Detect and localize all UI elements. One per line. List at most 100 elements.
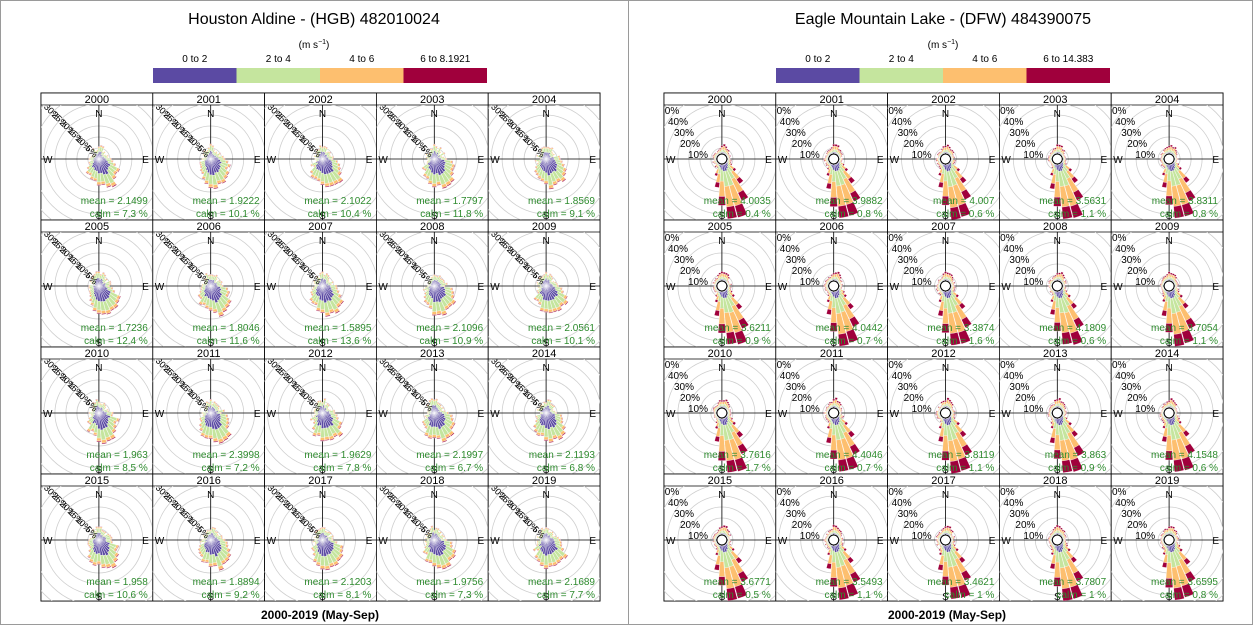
petal-segment	[336, 541, 338, 544]
ring-label: 30%	[674, 128, 694, 139]
petal-segment	[552, 436, 558, 440]
panel-plot-area: 0%40%30%20%10%	[775, 232, 888, 347]
calm-label: calm = 8.1 %	[313, 590, 371, 601]
petal-segment	[207, 274, 210, 276]
ring-label: 30%	[786, 255, 806, 266]
petal-segment	[1165, 195, 1173, 205]
petal-segment	[91, 155, 93, 158]
petal-segment	[559, 155, 561, 158]
petal-segment	[338, 172, 342, 176]
compass-n-label: N	[542, 490, 549, 501]
petal-segment	[102, 272, 106, 274]
compass-w-label: W	[155, 536, 165, 547]
petal-segment	[536, 163, 539, 165]
compass-n-label: N	[1054, 236, 1061, 247]
compass-n-label: N	[95, 236, 102, 247]
petal-segment	[320, 300, 325, 310]
petal-segment	[718, 148, 722, 150]
petal-segment	[226, 544, 229, 548]
petal-segment	[218, 567, 225, 571]
petal-segment	[313, 303, 318, 306]
panel-year-label: 2001	[819, 94, 843, 106]
petal-segment	[730, 163, 733, 166]
petal-segment	[215, 151, 218, 154]
petal-segment	[712, 286, 714, 289]
legend-label-4: 6 to 14.383	[1043, 54, 1093, 65]
petal-segment	[451, 544, 454, 549]
ring-label: 20%	[1127, 266, 1147, 277]
petal-segment	[448, 557, 453, 562]
petal-segment	[714, 299, 719, 303]
petal-segment	[936, 285, 939, 287]
petal-segment	[735, 302, 743, 310]
petal-segment	[95, 526, 98, 528]
calm-label: calm = 7.3 %	[425, 590, 483, 601]
petal-segment	[1175, 155, 1178, 158]
petal-segment	[1056, 149, 1059, 153]
petal-segment	[562, 172, 567, 177]
panel-year-label: 2005	[708, 221, 732, 233]
petal-segment	[320, 565, 325, 569]
petal-segment	[1177, 158, 1179, 160]
petal-segment	[1163, 166, 1166, 169]
petal-segment	[551, 408, 554, 411]
petal-segment	[114, 420, 117, 425]
compass-n-label: N	[319, 109, 326, 120]
compass-w-label: W	[890, 155, 900, 166]
petal-segment	[226, 287, 229, 291]
petal-segment	[452, 291, 455, 295]
petal-segment	[203, 159, 205, 161]
ring-label: 30%	[1121, 255, 1141, 266]
petal-segment	[313, 415, 316, 418]
petal-segment	[953, 161, 956, 164]
calm-label: calm = 12.4 %	[84, 336, 148, 347]
petal-segment	[332, 280, 334, 284]
petal-segment	[842, 163, 845, 167]
calm-label: calm = 1.1 %	[1048, 209, 1106, 220]
legend-swatch-4	[1026, 68, 1110, 83]
ring-label: 40%	[1115, 244, 1135, 255]
petal-segment	[730, 412, 732, 414]
mean-label: mean = 2.1022	[304, 196, 371, 207]
petal-segment	[103, 402, 106, 404]
compass-e-label: E	[478, 409, 485, 420]
petal-segment	[548, 311, 554, 314]
mean-label: mean = 3.7054	[1151, 323, 1218, 334]
compass-e-label: E	[254, 155, 261, 166]
petal-segment	[564, 168, 568, 173]
petal-segment	[101, 183, 106, 186]
petal-segment	[228, 290, 231, 295]
ring-label: 20%	[1015, 139, 1035, 150]
compass-w-label: W	[43, 282, 53, 293]
petal-segment	[712, 154, 714, 157]
compass-e-label: E	[254, 536, 261, 547]
petal-segment	[431, 148, 434, 150]
compass-e-label: E	[1212, 282, 1219, 293]
petal-segment	[321, 402, 324, 404]
petal-segment	[96, 428, 102, 439]
petal-segment	[96, 437, 102, 442]
petal-segment	[88, 417, 90, 420]
petal-segment	[450, 178, 455, 183]
petal-segment	[197, 294, 200, 298]
mean-label: mean = 2.1096	[416, 323, 483, 334]
petal-segment	[223, 538, 225, 542]
petal-segment	[331, 538, 334, 542]
left-unit-close: )	[326, 40, 329, 51]
petal-segment	[547, 146, 550, 148]
petal-segment	[558, 157, 561, 161]
petal-segment	[432, 426, 437, 435]
petal-segment	[949, 148, 952, 152]
calm-circle	[828, 280, 840, 292]
petal-segment	[87, 555, 91, 559]
petal-segment	[540, 158, 542, 160]
petal-segment	[209, 274, 212, 276]
petal-segment	[205, 401, 208, 403]
mean-label: mean = 1.963	[86, 450, 148, 461]
petal-segment	[954, 159, 956, 162]
petal-segment	[1062, 149, 1066, 152]
petal-segment	[425, 153, 428, 156]
